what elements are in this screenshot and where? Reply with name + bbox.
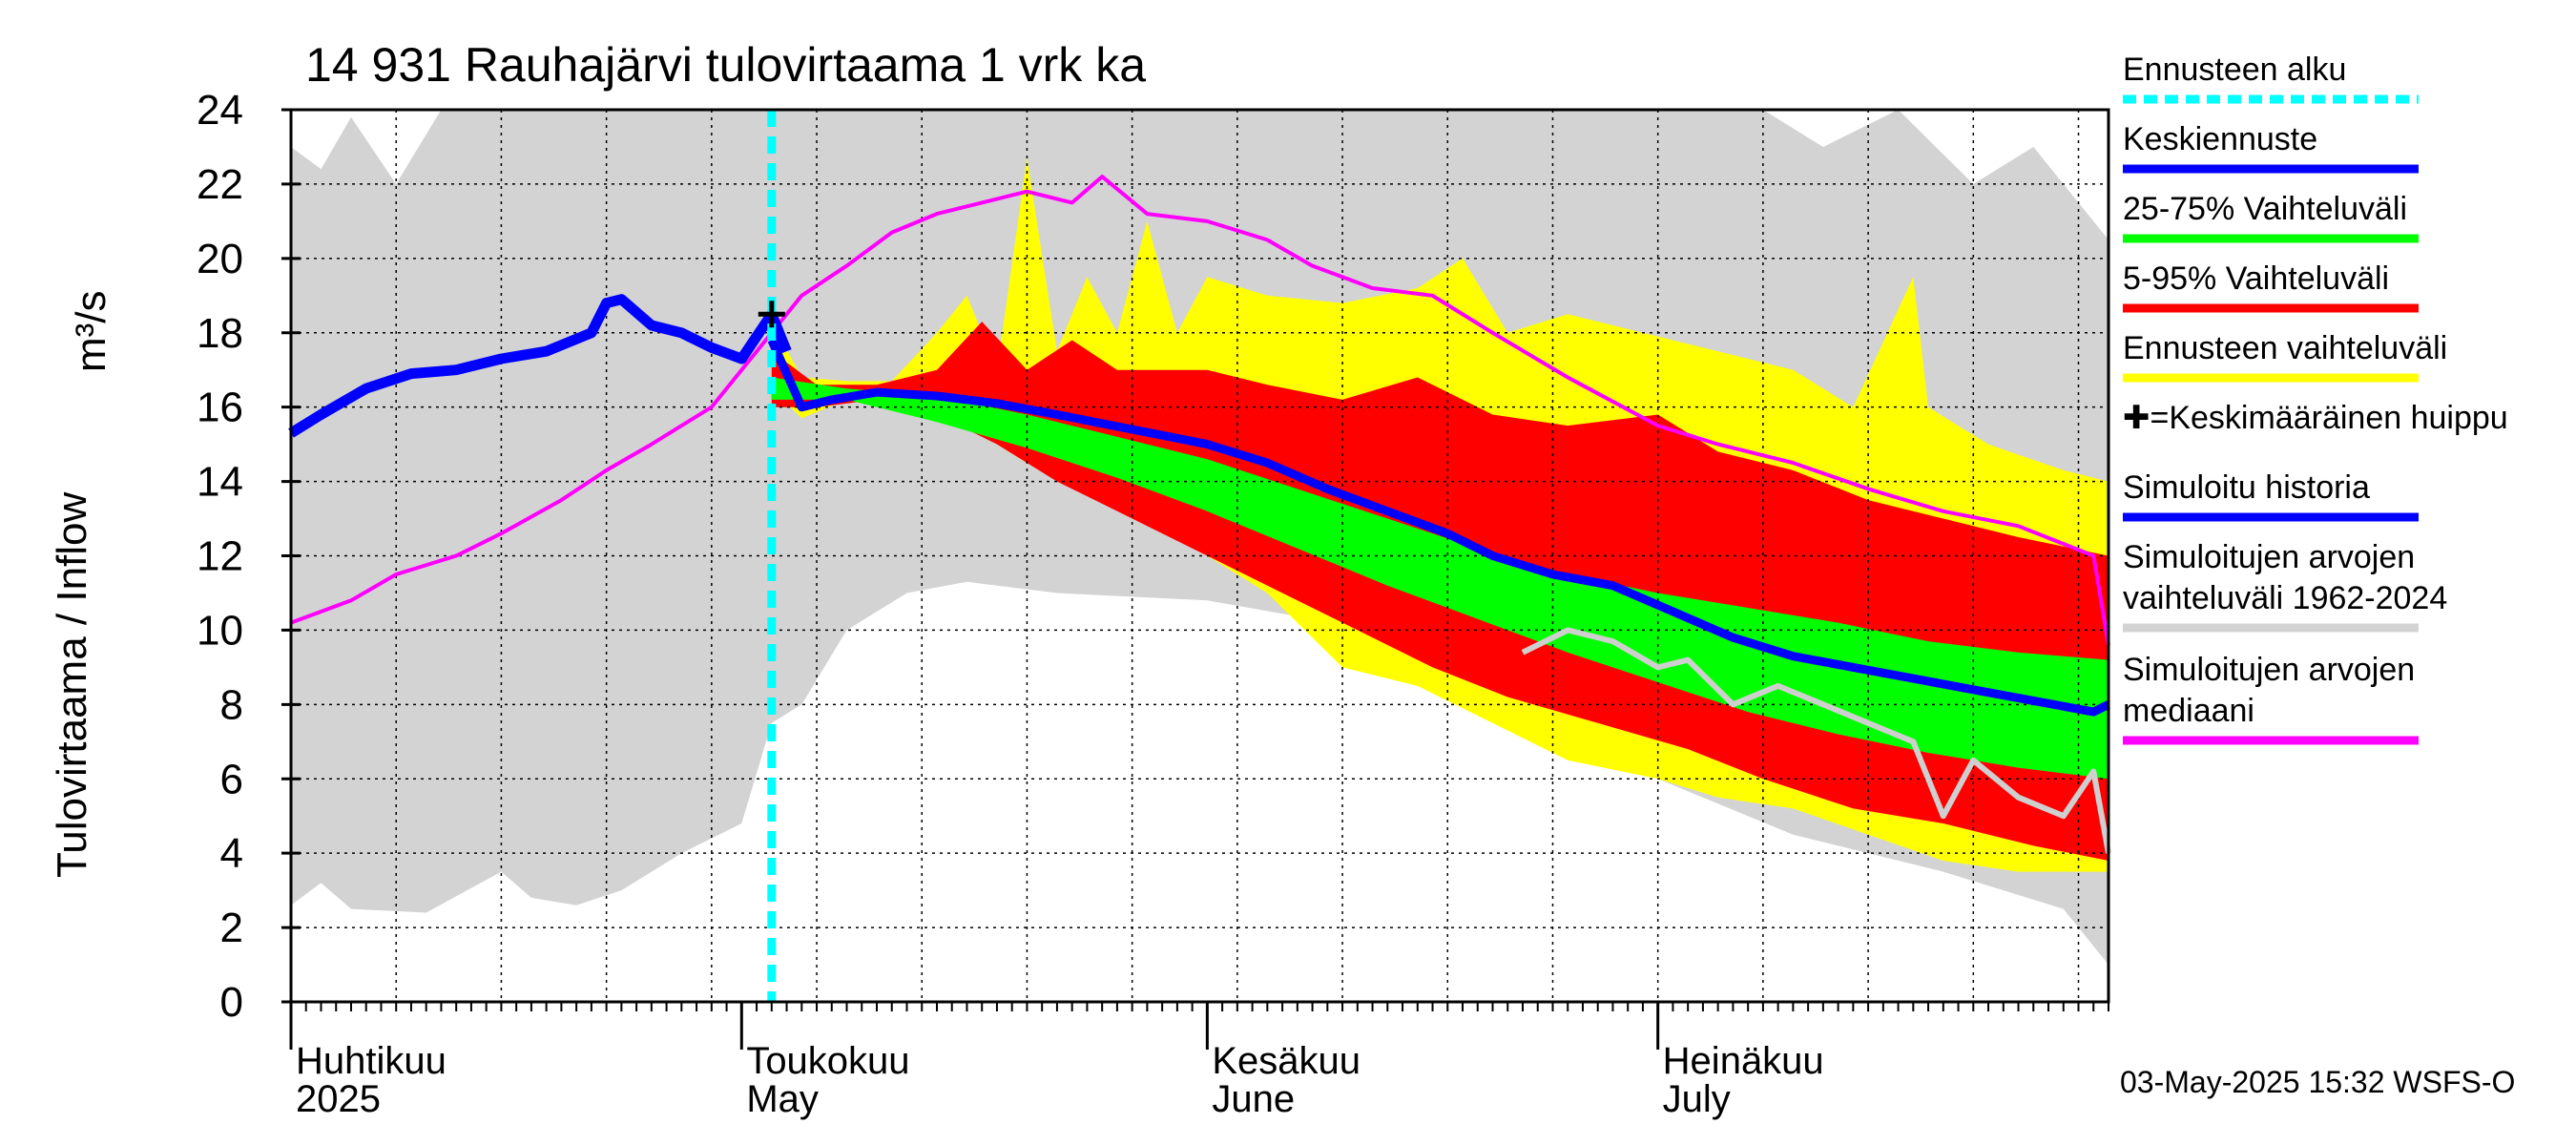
bands-layer bbox=[291, 110, 2109, 965]
y-tick-label-14: 14 bbox=[197, 459, 243, 506]
y-tick-label-10: 10 bbox=[197, 607, 243, 654]
mean-peak-marker bbox=[758, 301, 785, 328]
legend-label-6-0: Simuloitu historia bbox=[2123, 469, 2370, 506]
y-tick-label-12: 12 bbox=[197, 533, 243, 580]
legend: Ennusteen alku Keskiennuste 25-75% Vaihtel… bbox=[2123, 52, 2508, 745]
legend-label-5-0: ✚=Keskimääräinen huippu bbox=[2123, 400, 2508, 436]
y-axis-label: Tulovirtaama / Inflow bbox=[49, 491, 95, 878]
month-sublabel-kes-kuu: June bbox=[1212, 1078, 1295, 1120]
legend-label-8-0: Simuloitujen arvojen bbox=[2123, 652, 2415, 688]
y-tick-label-22: 22 bbox=[197, 161, 243, 208]
legend-label-8-1: mediaani bbox=[2123, 693, 2254, 729]
y-tick-label-20: 20 bbox=[197, 236, 243, 282]
y-tick-label-24: 24 bbox=[197, 87, 243, 134]
month-label-huhtikuu: Huhtikuu bbox=[296, 1040, 447, 1082]
legend-label-3-0: 5-95% Vaihteluväli bbox=[2123, 260, 2389, 297]
y-tick-label-16: 16 bbox=[197, 385, 243, 431]
month-label-toukokuu: Toukokuu bbox=[746, 1040, 909, 1082]
line-simuloitu-historia bbox=[288, 294, 792, 438]
legend-label-1-0: Keskiennuste bbox=[2123, 121, 2317, 157]
band-25-75-vaihteluv-li bbox=[771, 377, 2109, 780]
timestamp: 03-May-2025 15:32 WSFS-O bbox=[2120, 1065, 2515, 1099]
chart-title: 14 931 Rauhajärvi tulovirtaama 1 vrk ka bbox=[305, 38, 1146, 92]
legend-label-7-0: Simuloitujen arvojen bbox=[2123, 539, 2415, 575]
month-label-kes-kuu: Kesäkuu bbox=[1212, 1040, 1361, 1082]
y-tick-label-8: 8 bbox=[220, 681, 243, 728]
legend-label-7-1: vaihteluväli 1962-2024 bbox=[2123, 580, 2447, 616]
line-simuloitujen-arvojen-mediaani bbox=[290, 175, 2110, 646]
y-axis-unit: m³/s bbox=[68, 290, 114, 372]
y-tick-label-4: 4 bbox=[220, 830, 243, 877]
y-tick-label-6: 6 bbox=[220, 756, 243, 802]
y-tick-label-0: 0 bbox=[220, 979, 243, 1026]
y-tick-label-2: 2 bbox=[220, 905, 243, 951]
line-keskiennuste bbox=[767, 338, 2111, 717]
legend-label-0-0: Ennusteen alku bbox=[2123, 52, 2346, 88]
month-sublabel-hein-kuu: July bbox=[1663, 1078, 1731, 1120]
grid-layer bbox=[291, 109, 2109, 1002]
month-label-hein-kuu: Heinäkuu bbox=[1663, 1040, 1824, 1082]
y-tick-label-18: 18 bbox=[197, 310, 243, 357]
legend-label-4-0: Ennusteen vaihteluväli bbox=[2123, 330, 2447, 366]
month-sublabel-huhtikuu: 2025 bbox=[296, 1078, 381, 1120]
axes-layer: 024681012141618202224Huhtikuu2025Toukoku… bbox=[197, 87, 2110, 1120]
line-simuloitujen-median-grey bbox=[1521, 627, 2111, 854]
month-sublabel-toukokuu: May bbox=[746, 1078, 819, 1120]
lines-layer bbox=[288, 110, 2111, 1002]
legend-label-2-0: 25-75% Vaihteluväli bbox=[2123, 191, 2407, 227]
